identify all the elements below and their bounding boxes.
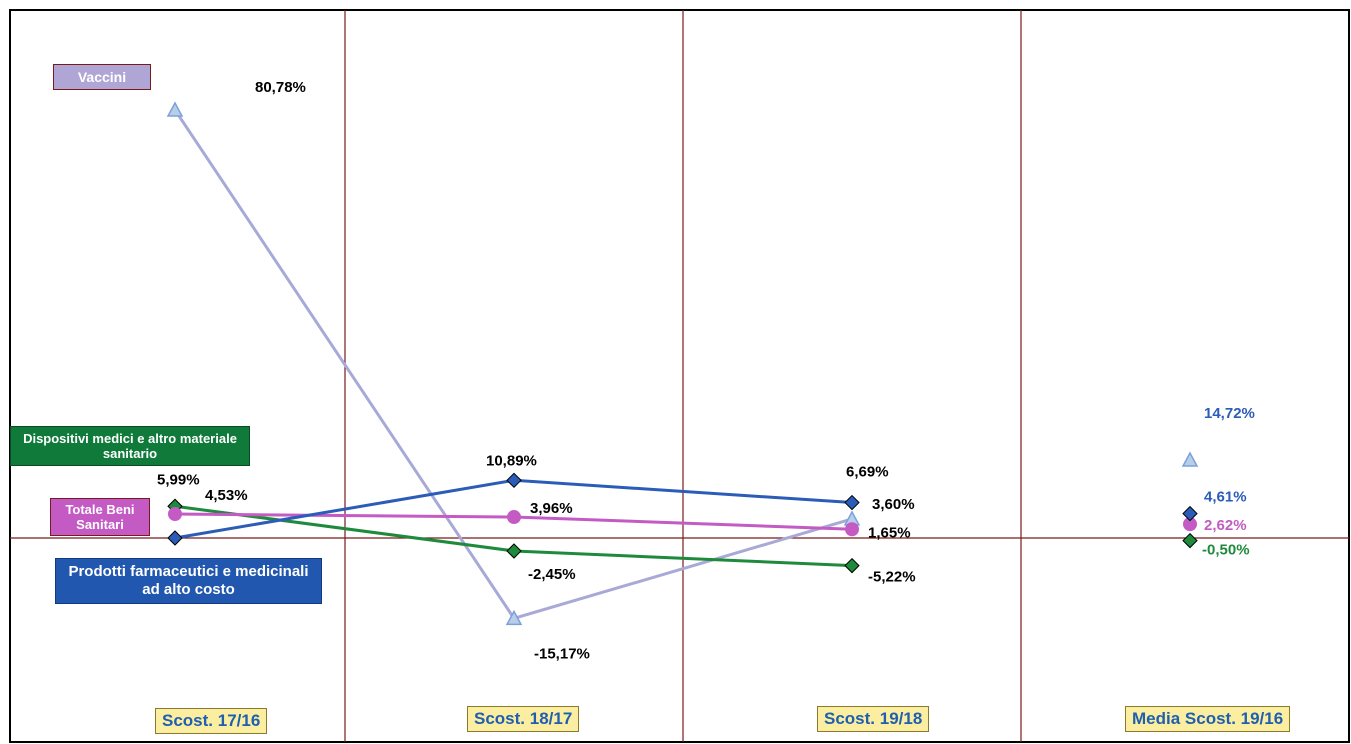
- category-label-4: Media Scost. 19/16: [1125, 706, 1291, 732]
- data-point-diamond: [506, 543, 522, 559]
- data-point-triangle: [166, 101, 184, 117]
- data-point-triangle: [1181, 451, 1199, 467]
- data-label: 3,96%: [530, 500, 573, 517]
- data-label: 2,62%: [1204, 517, 1247, 534]
- data-point-circle: [1183, 517, 1197, 532]
- data-label: 10,89%: [486, 452, 537, 469]
- data-label: 1,65%: [868, 524, 911, 541]
- data-label: 6,69%: [846, 464, 889, 481]
- data-label: -0,50%: [1202, 542, 1250, 559]
- data-point-diamond: [167, 530, 183, 546]
- data-point-circle: [168, 506, 182, 521]
- data-label: 14,72%: [1204, 405, 1255, 422]
- data-label: -15,17%: [534, 645, 590, 662]
- category-label-1: Scost. 17/16: [155, 708, 268, 734]
- legend-box-vaccini: Vaccini: [53, 64, 151, 90]
- plot-frame: [9, 9, 1350, 743]
- legend-box-prodotti: Prodotti farmaceutici e medicinali ad al…: [55, 558, 322, 604]
- data-label: 5,99%: [157, 471, 200, 488]
- data-point-diamond: [1182, 505, 1198, 522]
- legend-box-totale: Totale Beni Sanitari: [50, 498, 150, 536]
- data-point-circle: [507, 510, 521, 525]
- data-point-circle: [845, 522, 859, 537]
- data-point-triangle: [505, 609, 523, 626]
- data-point-diamond: [506, 472, 522, 489]
- category-label-2: Scost. 18/17: [467, 706, 580, 732]
- data-label: 4,61%: [1204, 489, 1247, 506]
- data-label: 80,78%: [255, 79, 306, 96]
- data-label: -2,45%: [528, 566, 576, 583]
- legend-box-dispositivi: Dispositivi medici e altro materiale san…: [10, 426, 250, 466]
- category-label-3: Scost. 19/18: [817, 706, 930, 732]
- data-label: 3,60%: [872, 496, 915, 513]
- data-label: 4,53%: [205, 487, 248, 504]
- series-line-3: [174, 478, 853, 540]
- data-point-diamond: [844, 494, 860, 511]
- series-line-0: [173, 109, 853, 621]
- data-point-diamond: [1182, 532, 1198, 549]
- data-label: -5,22%: [868, 569, 916, 586]
- data-point-diamond: [844, 557, 860, 574]
